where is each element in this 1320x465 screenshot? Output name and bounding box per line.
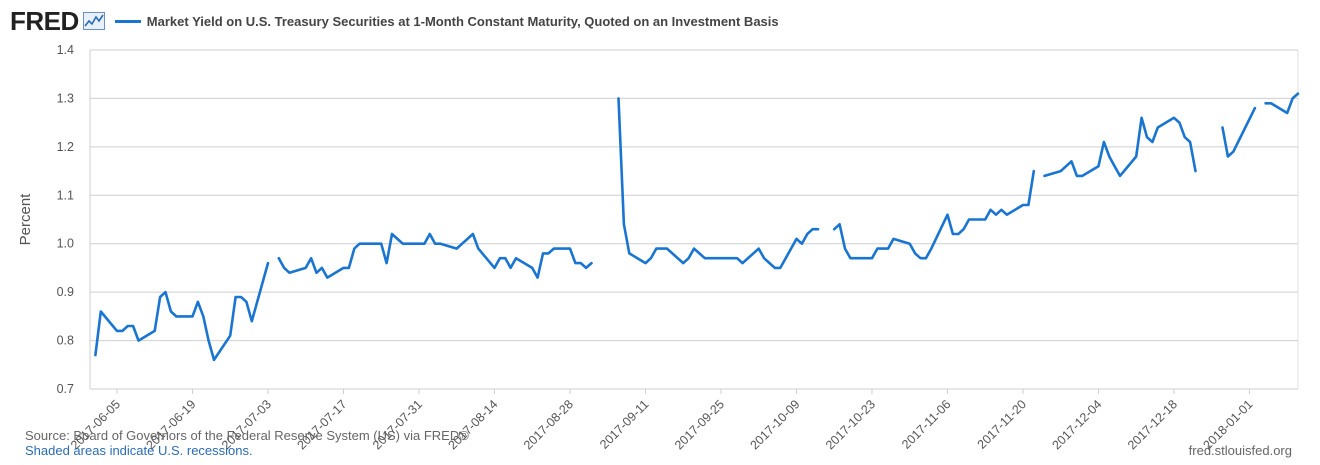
recession-note-link[interactable]: Shaded areas indicate U.S. recessions.	[25, 443, 253, 458]
legend-swatch	[114, 19, 141, 23]
x-tick-label: 2017-10-09	[747, 397, 802, 452]
chart-line-icon	[82, 12, 105, 30]
source-note: Source: Board of Governors of the Federa…	[25, 428, 469, 443]
y-axis-ticks: 0.7 0.8 0.9 1.0 1.1 1.2 1.3 1.4	[57, 43, 74, 396]
fred-logo[interactable]: FRED	[10, 6, 79, 36]
series-line-segment	[617, 97, 820, 270]
series-line-segment	[277, 232, 593, 279]
series-line-segment	[832, 169, 1036, 260]
y-tick-label: 1.4	[57, 43, 74, 57]
y-tick-label: 0.9	[57, 285, 74, 299]
y-axis-label: Percent	[17, 193, 34, 246]
y-tick-label: 1.3	[57, 91, 74, 105]
series-line-segment	[1043, 116, 1197, 178]
series-lines	[94, 92, 1300, 362]
fred-credit[interactable]: fred.stlouisfed.org	[1188, 443, 1292, 458]
x-tick-label: 2017-07-31	[370, 397, 425, 452]
x-tick-label: 2017-08-28	[521, 397, 576, 452]
x-tick-label: 2017-11-20	[975, 397, 1029, 451]
x-tick-label: 2017-09-11	[597, 397, 651, 451]
y-tick-label: 0.7	[57, 382, 74, 396]
x-tick-label: 2017-07-17	[294, 397, 349, 452]
y-tick-label: 1.1	[57, 188, 74, 202]
series-title: Market Yield on U.S. Treasury Securities…	[146, 13, 779, 29]
x-tick-label: 2017-08-14	[445, 397, 500, 452]
series-line-segment	[94, 261, 270, 362]
grid-lines	[89, 49, 1299, 390]
x-tick-label: 2017-10-23	[823, 397, 878, 452]
y-tick-label: 1.0	[57, 237, 74, 251]
x-tick-label: 2017-09-25	[672, 397, 727, 452]
y-tick-label: 1.2	[57, 140, 74, 154]
chart-header: FRED Market Yield on U.S. Treasury Secur…	[10, 6, 779, 36]
x-tick-label: 2017-12-04	[1049, 397, 1104, 452]
y-tick-label: 0.8	[57, 334, 74, 348]
series-line-segment	[1221, 106, 1257, 158]
x-tick-label: 2017-11-06	[899, 397, 953, 451]
x-tick-label: 2017-12-18	[1125, 397, 1180, 452]
series-line-segment	[1264, 92, 1300, 115]
